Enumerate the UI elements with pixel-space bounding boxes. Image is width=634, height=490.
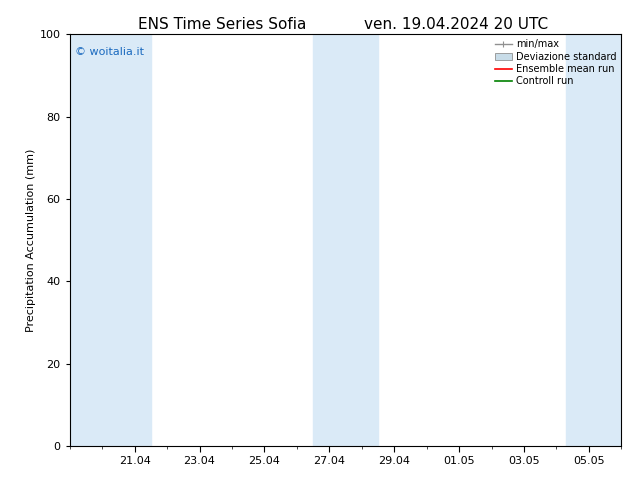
- Text: © woitalia.it: © woitalia.it: [75, 47, 145, 57]
- Text: ven. 19.04.2024 20 UTC: ven. 19.04.2024 20 UTC: [365, 17, 548, 32]
- Bar: [313, 34, 378, 446]
- Text: ENS Time Series Sofia: ENS Time Series Sofia: [138, 17, 306, 32]
- Legend: min/max, Deviazione standard, Ensemble mean run, Controll run: min/max, Deviazione standard, Ensemble m…: [493, 37, 618, 88]
- Y-axis label: Precipitation Accumulation (mm): Precipitation Accumulation (mm): [25, 148, 36, 332]
- Bar: [70, 34, 151, 446]
- Bar: [566, 34, 621, 446]
